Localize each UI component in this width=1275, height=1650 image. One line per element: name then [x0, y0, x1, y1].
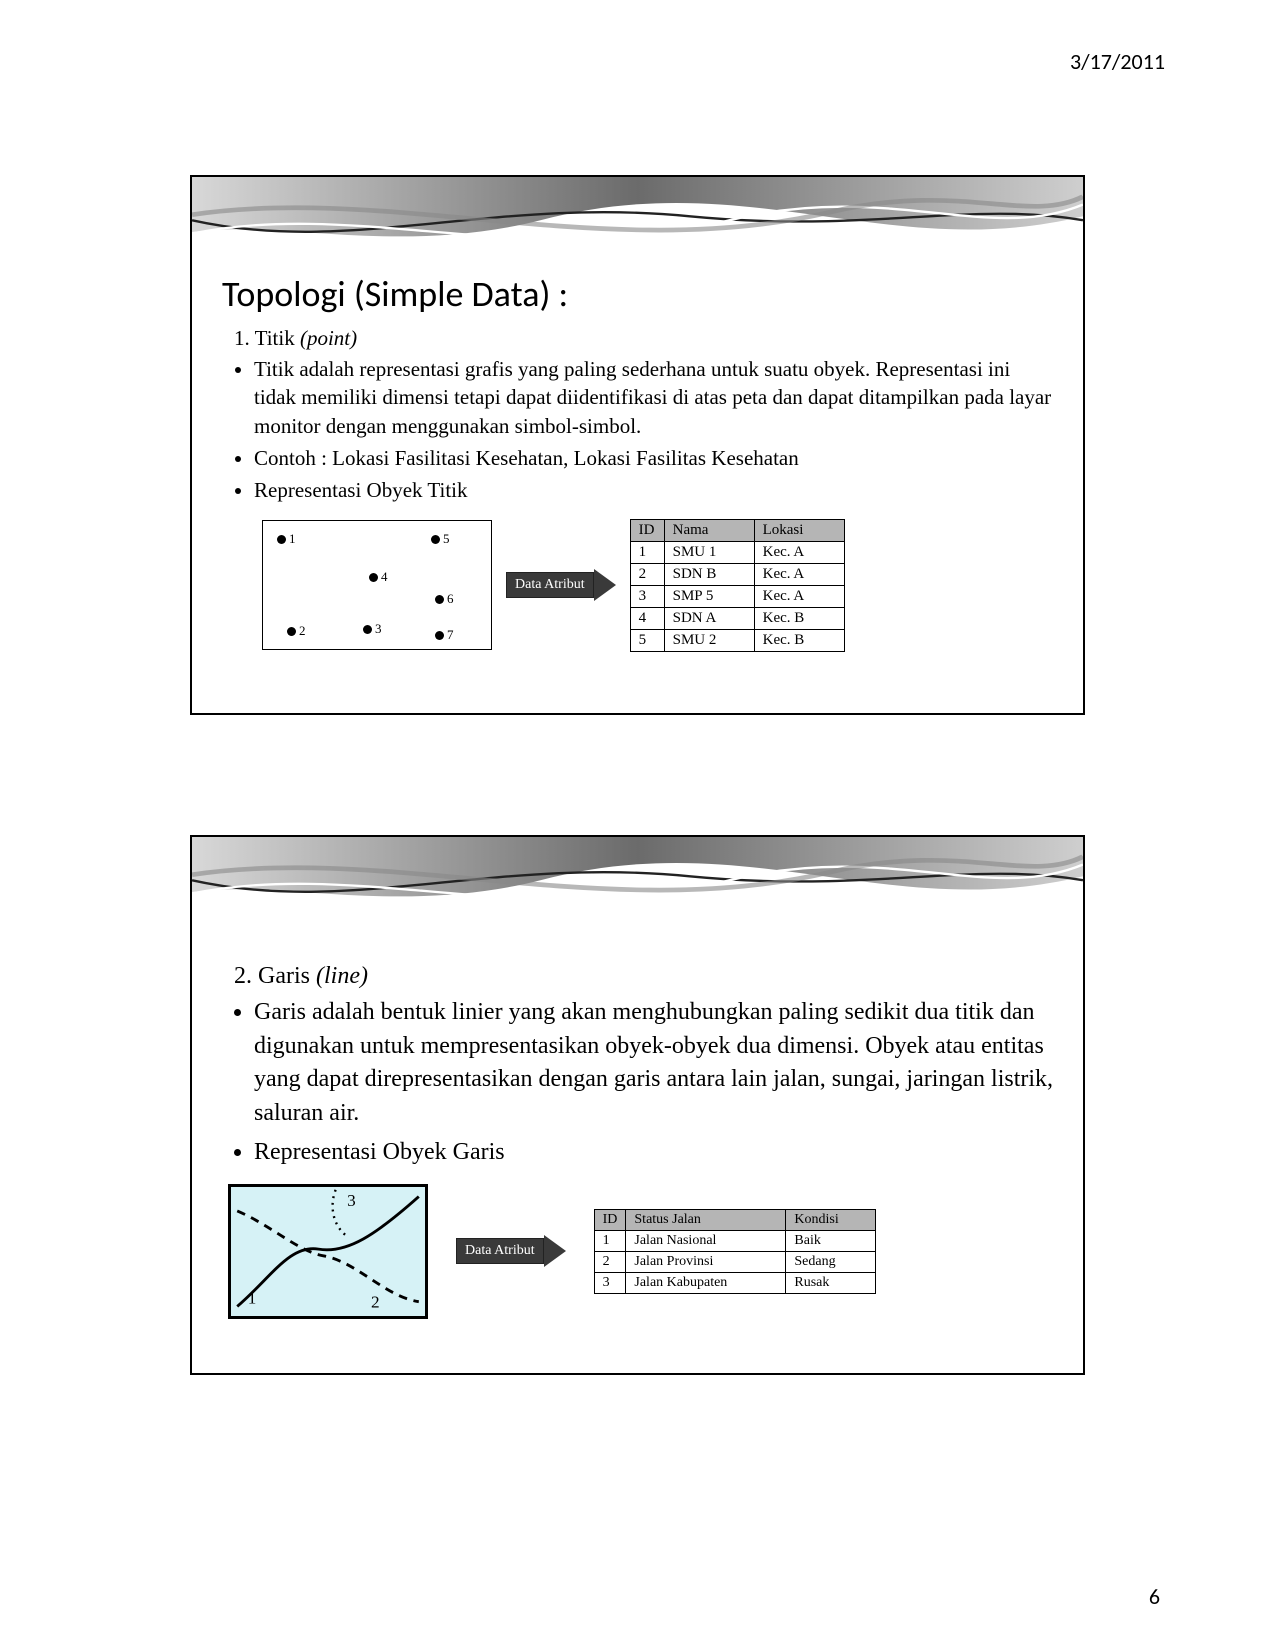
slide1-title: Topologi (Simple Data) :: [222, 272, 1057, 316]
slide2-bullet-1: Representasi Obyek Garis: [254, 1136, 1057, 1170]
lines-diagram: 1 2 3: [228, 1184, 428, 1319]
table-cell: Jalan Provinsi: [626, 1251, 786, 1272]
table-cell: Kec. B: [754, 629, 844, 651]
table-cell: Kec. B: [754, 607, 844, 629]
point-6: 6: [435, 591, 454, 607]
point-7: 7: [435, 627, 454, 643]
table-cell: Jalan Nasional: [626, 1230, 786, 1251]
arrow-2: Data Atribut: [456, 1235, 566, 1267]
slide1-bullet-1: Contoh : Lokasi Fasilitasi Kesehatan, Lo…: [254, 444, 1057, 472]
table-cell: Sedang: [786, 1251, 876, 1272]
slide1-heading: 1. Titik (point): [234, 326, 1057, 351]
slide1-bullet-2: Representasi Obyek Titik: [254, 476, 1057, 504]
table-cell: SDN A: [664, 607, 754, 629]
point-5: 5: [431, 531, 450, 547]
table-cell: 2: [630, 563, 664, 585]
slide1-bullets: Titik adalah representasi grafis yang pa…: [254, 355, 1057, 505]
table-row: 2SDN BKec. A: [630, 563, 844, 585]
slide2-bullet-0: Garis adalah bentuk linier yang akan men…: [254, 996, 1057, 1130]
table-cell: Kec. A: [754, 585, 844, 607]
slide1-content: Topologi (Simple Data) : 1. Titik (point…: [222, 272, 1057, 652]
col-header: ID: [594, 1209, 626, 1230]
col-header: Status Jalan: [626, 1209, 786, 1230]
table-cell: Kec. A: [754, 563, 844, 585]
table-row: 1SMU 1Kec. A: [630, 541, 844, 563]
col-header: Kondisi: [786, 1209, 876, 1230]
slide-1: Topologi (Simple Data) : 1. Titik (point…: [190, 175, 1085, 715]
slide1-heading-num: 1.: [234, 326, 250, 350]
arrow-2-label: Data Atribut: [456, 1238, 544, 1264]
table-cell: SMU 1: [664, 541, 754, 563]
slide2-heading-italic: (line): [316, 963, 368, 989]
table-cell: SDN B: [664, 563, 754, 585]
slide1-heading-text: Titik: [255, 326, 295, 350]
point-3: 3: [363, 621, 382, 637]
page-date: 3/17/2011: [1070, 48, 1165, 75]
slide1-diagram-row: 1546237 Data Atribut IDNamaLokasi1SMU 1K…: [262, 519, 1057, 652]
table-row: 3SMP 5Kec. A: [630, 585, 844, 607]
arrow-1-label: Data Atribut: [506, 572, 594, 598]
svg-text:3: 3: [347, 1191, 356, 1210]
slide1-table: IDNamaLokasi1SMU 1Kec. A2SDN BKec. A3SMP…: [630, 519, 845, 652]
table-row: 1Jalan NasionalBaik: [594, 1230, 876, 1251]
svg-text:1: 1: [248, 1289, 257, 1308]
slide1-heading-italic: (point): [300, 326, 357, 350]
arrow-head-icon-2: [544, 1235, 566, 1267]
table-row: 3Jalan KabupatenRusak: [594, 1272, 876, 1293]
slide2-heading-text: Garis: [258, 963, 310, 989]
slide2-heading-num: 2.: [234, 963, 252, 989]
table-cell: Jalan Kabupaten: [626, 1272, 786, 1293]
point-1: 1: [277, 531, 296, 547]
slide2-content: 2. Garis (line) Garis adalah bentuk lini…: [222, 957, 1057, 1319]
table-cell: 3: [594, 1272, 626, 1293]
slide1-bullet-0: Titik adalah representasi grafis yang pa…: [254, 355, 1057, 440]
table-cell: 2: [594, 1251, 626, 1272]
slide2-table: IDStatus JalanKondisi1Jalan NasionalBaik…: [594, 1209, 877, 1294]
arrow-head-icon: [594, 569, 616, 601]
table-cell: 4: [630, 607, 664, 629]
points-diagram: 1 5 4 6 2 3 7: [262, 520, 492, 650]
table-cell: Rusak: [786, 1272, 876, 1293]
slide-2: 2. Garis (line) Garis adalah bentuk lini…: [190, 835, 1085, 1375]
page-number: 6: [1149, 1583, 1160, 1610]
slide2-heading: 2. Garis (line): [234, 963, 1057, 990]
arrow-1: Data Atribut: [506, 569, 616, 601]
table-cell: 3: [630, 585, 664, 607]
table-cell: SMU 2: [664, 629, 754, 651]
table-cell: Baik: [786, 1230, 876, 1251]
wave-decoration: [192, 177, 1083, 287]
svg-text:2: 2: [371, 1292, 380, 1311]
col-header: ID: [630, 519, 664, 541]
point-4: 4: [369, 569, 388, 585]
point-2: 2: [287, 623, 306, 639]
table-row: 2Jalan ProvinsiSedang: [594, 1251, 876, 1272]
table-row: 4SDN AKec. B: [630, 607, 844, 629]
slide2-bullets: Garis adalah bentuk linier yang akan men…: [254, 996, 1057, 1170]
table-cell: 5: [630, 629, 664, 651]
slide2-diagram-row: 1 2 3 Data Atribut IDStatus JalanKondisi…: [228, 1184, 1057, 1319]
lines-svg: 1 2 3: [231, 1187, 425, 1316]
table-cell: Kec. A: [754, 541, 844, 563]
table-cell: SMP 5: [664, 585, 754, 607]
col-header: Nama: [664, 519, 754, 541]
table-cell: 1: [594, 1230, 626, 1251]
col-header: Lokasi: [754, 519, 844, 541]
table-row: 5SMU 2Kec. B: [630, 629, 844, 651]
wave-decoration-2: [192, 837, 1083, 947]
table-cell: 1: [630, 541, 664, 563]
